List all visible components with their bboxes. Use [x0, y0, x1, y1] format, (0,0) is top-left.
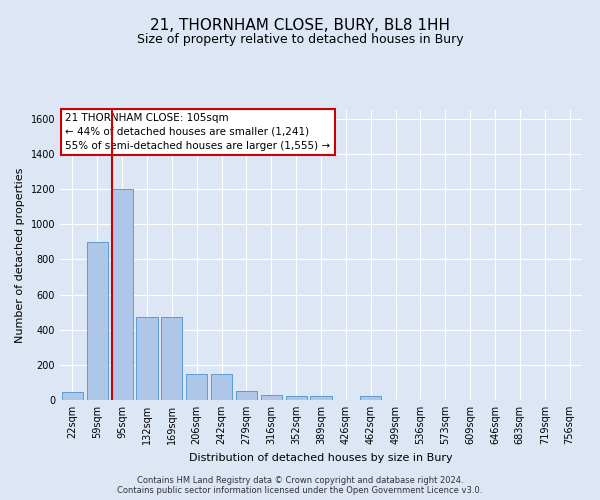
- Bar: [112, 189, 133, 400]
- X-axis label: Distribution of detached houses by size in Bury: Distribution of detached houses by size …: [189, 452, 453, 462]
- Text: 21 THORNHAM CLOSE: 105sqm
← 44% of detached houses are smaller (1,241)
55% of se: 21 THORNHAM CLOSE: 105sqm ← 44% of detac…: [65, 113, 331, 151]
- Bar: [87, 242, 108, 400]
- Bar: [261, 394, 282, 400]
- Bar: [136, 318, 158, 400]
- Text: Contains HM Land Registry data © Crown copyright and database right 2024.
Contai: Contains HM Land Registry data © Crown c…: [118, 476, 482, 495]
- Y-axis label: Number of detached properties: Number of detached properties: [15, 168, 25, 342]
- Bar: [236, 391, 257, 400]
- Text: 21, THORNHAM CLOSE, BURY, BL8 1HH: 21, THORNHAM CLOSE, BURY, BL8 1HH: [150, 18, 450, 32]
- Bar: [360, 396, 381, 400]
- Text: Size of property relative to detached houses in Bury: Size of property relative to detached ho…: [137, 32, 463, 46]
- Bar: [310, 396, 332, 400]
- Bar: [62, 392, 83, 400]
- Bar: [211, 374, 232, 400]
- Bar: [161, 318, 182, 400]
- Bar: [186, 374, 207, 400]
- Bar: [286, 396, 307, 400]
